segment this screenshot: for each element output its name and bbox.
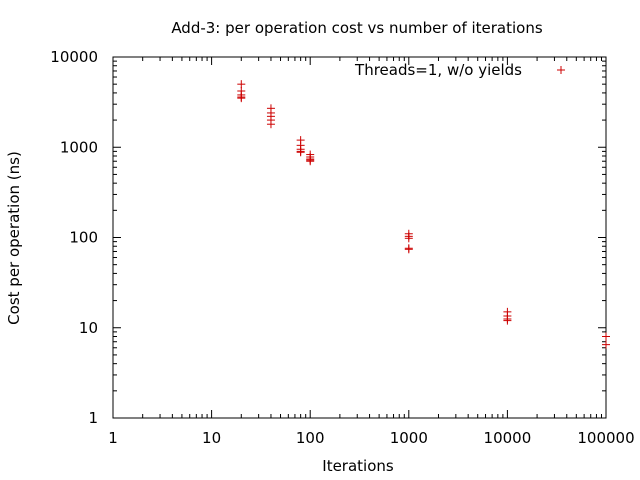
x-tick-label: 1 [108, 429, 118, 447]
y-tick-label: 10000 [50, 48, 98, 66]
y-axis-label: Cost per operation (ns) [5, 151, 23, 325]
legend: Threads=1, w/o yields [354, 61, 565, 79]
legend-marker [557, 66, 565, 74]
y-tick-label: 10 [79, 319, 98, 337]
data-point [237, 94, 246, 103]
data-point [306, 157, 315, 166]
data-point [404, 234, 413, 243]
y-tick-label: 1 [88, 409, 98, 427]
axis-tick-labels: 1 10 100 1000 10000 100000 1 10 100 1000 10000 [50, 48, 634, 447]
data-point [404, 245, 413, 254]
legend-marker-symbol [557, 66, 565, 74]
chart-title: Add-3: per operation cost vs number of i… [171, 19, 543, 37]
axis-ticks [112, 56, 607, 419]
y-tick-label: 100 [69, 229, 98, 247]
x-tick-label: 10 [202, 429, 221, 447]
x-axis-label: Iterations [322, 457, 394, 475]
x-tick-label: 10000 [484, 429, 532, 447]
data-point [602, 332, 610, 341]
y-tick-label: 1000 [60, 138, 98, 156]
data-point [503, 316, 512, 325]
data-point [296, 148, 305, 157]
legend-label: Threads=1, w/o yields [354, 61, 522, 79]
data-point [237, 80, 246, 89]
data-points [237, 80, 610, 349]
data-point [266, 120, 275, 129]
x-tick-label: 1000 [390, 429, 428, 447]
data-point [602, 340, 610, 349]
x-tick-label: 100000 [577, 429, 634, 447]
x-tick-label: 100 [296, 429, 325, 447]
plot-area-frame [112, 56, 607, 419]
